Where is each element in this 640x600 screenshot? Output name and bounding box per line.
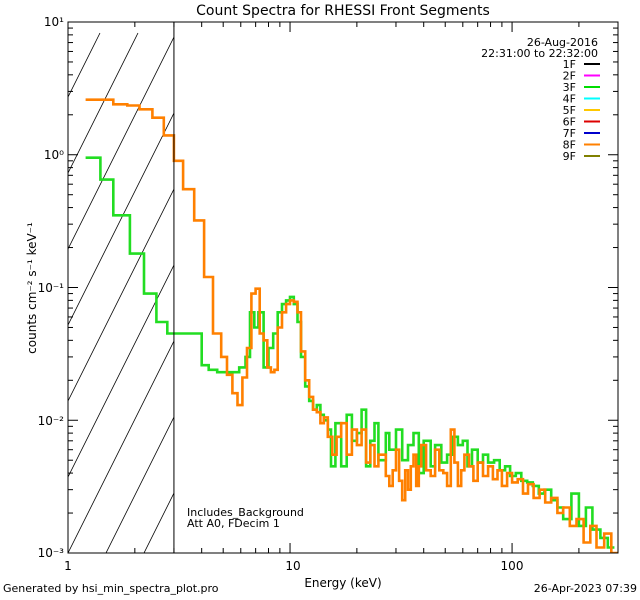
chart-title: Count Spectra for RHESSI Front Segments — [196, 3, 490, 19]
legend-label: 6F — [563, 116, 576, 129]
y-axis-label: counts cm⁻² s⁻¹ keV⁻¹ — [25, 222, 39, 354]
legend-label: 4F — [563, 93, 576, 106]
hatch-line — [143, 492, 174, 553]
hatch-line — [68, 112, 174, 326]
background-annotation: Includes_Background — [187, 506, 304, 519]
hatch-line — [0, 33, 24, 553]
hatch-line — [182, 33, 442, 553]
y-tick-label: 10⁰ — [44, 148, 64, 162]
legend-label: 1F — [563, 58, 576, 71]
time-range-label: 22:31:00 to 22:32:00 — [481, 47, 598, 60]
y-tick-label: 10⁻¹ — [38, 281, 65, 295]
series-line-3F — [85, 156, 615, 549]
y-tick-label: 10¹ — [44, 15, 64, 29]
hatch-line — [600, 33, 640, 553]
attenuator-hatched-region — [0, 32, 640, 553]
legend-label: 3F — [563, 81, 576, 94]
legend-label: 2F — [563, 70, 576, 83]
hatch-line — [410, 33, 640, 553]
hatch-line — [524, 33, 640, 553]
x-tick-label: 1 — [64, 559, 72, 573]
hatch-line — [68, 36, 174, 250]
legend-label: 9F — [563, 150, 576, 163]
hatch-line — [334, 33, 594, 553]
legend-label: 8F — [563, 139, 576, 152]
y-tick-label: 10⁻³ — [38, 546, 65, 560]
footer-timestamp: 26-Apr-2023 07:39 — [533, 582, 637, 595]
hatch-line — [68, 32, 139, 174]
date-label: 26-Aug-2016 — [527, 36, 598, 49]
hatch-line — [105, 416, 174, 553]
attenuator-annotation: Att A0, FDecim 1 — [187, 517, 280, 530]
series-line-8F — [85, 98, 618, 553]
y-tick-label: 10⁻² — [38, 414, 65, 428]
legend-label: 7F — [563, 127, 576, 140]
axis-ticks — [67, 21, 619, 554]
hatch-line — [68, 264, 174, 478]
x-axis-label: Energy (keV) — [304, 576, 381, 590]
x-tick-label: 100 — [501, 559, 524, 573]
hatch-line — [68, 188, 174, 402]
legend-label: 5F — [563, 104, 576, 117]
footer-generated-by: Generated by hsi_min_spectra_plot.pro — [3, 582, 219, 595]
x-tick-label: 10 — [285, 559, 300, 573]
plot-frame — [67, 21, 619, 554]
hatch-line — [68, 340, 174, 553]
